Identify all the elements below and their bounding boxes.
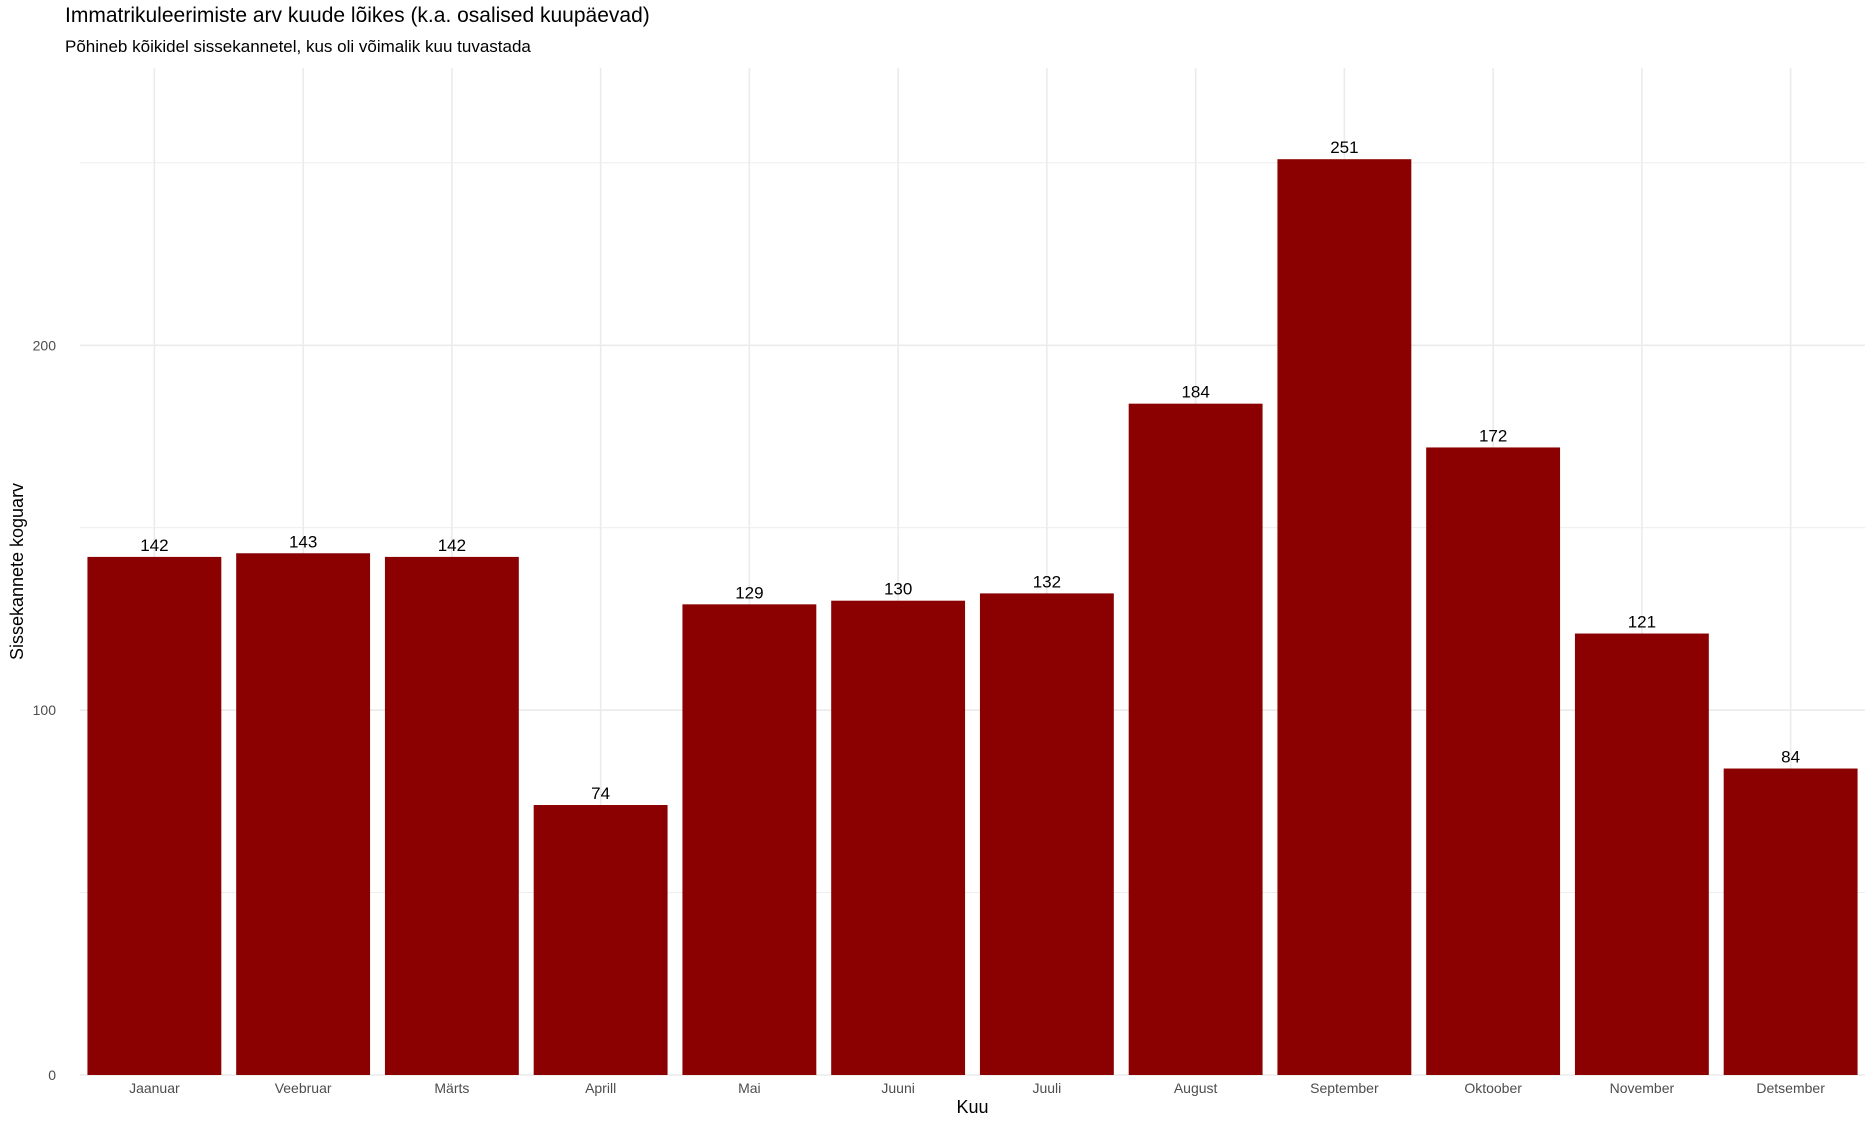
x-tick-label: Detsember	[1756, 1080, 1825, 1096]
value-label: 74	[591, 784, 610, 803]
bar-jaanuar	[87, 556, 222, 1075]
y-tick-labels: 0 100 200	[33, 337, 57, 1083]
value-label: 129	[735, 583, 763, 602]
value-label: 142	[438, 536, 466, 555]
value-label: 184	[1181, 383, 1209, 402]
x-tick-label: Oktoober	[1464, 1080, 1522, 1096]
bar-oktoober	[1426, 447, 1561, 1075]
value-labels: 142 143 142 74 129 130 132 184 251 172 121 84	[140, 138, 1800, 803]
bar-juuli	[979, 593, 1114, 1075]
bar-veebruar	[236, 553, 371, 1075]
bars	[87, 159, 1858, 1076]
x-tick-labels: Jaanuar Veebruar Märts Aprill Mai Juuni Juuli A…	[129, 1080, 1825, 1096]
bar-september	[1277, 159, 1412, 1076]
y-tick-label: 100	[33, 702, 57, 718]
bar-märts	[384, 556, 519, 1075]
x-tick-label: November	[1610, 1080, 1675, 1096]
chart-title: Immatrikuleerimiste arv kuude lõikes (k.…	[65, 4, 650, 27]
chart-subtitle: Põhineb kõikidel sissekannetel, kus oli …	[65, 37, 531, 56]
bar-aprill	[533, 805, 668, 1075]
x-tick-label: September	[1310, 1080, 1379, 1096]
value-label: 142	[140, 536, 168, 555]
value-label: 251	[1330, 138, 1358, 157]
bar-august	[1128, 403, 1263, 1076]
value-label: 130	[884, 580, 912, 599]
bar-mai	[682, 604, 817, 1075]
x-tick-label: August	[1174, 1080, 1218, 1096]
x-tick-label: Veebruar	[275, 1080, 332, 1096]
x-axis-title: Kuu	[956, 1097, 988, 1117]
value-label: 121	[1628, 613, 1656, 632]
x-tick-label: Jaanuar	[129, 1080, 180, 1096]
x-tick-label: Juuni	[881, 1080, 914, 1096]
bar-detsember	[1723, 768, 1858, 1075]
x-tick-label: Juuli	[1032, 1080, 1061, 1096]
x-tick-label: Aprill	[585, 1080, 616, 1096]
y-tick-label: 0	[48, 1067, 56, 1083]
value-label: 132	[1033, 572, 1061, 591]
x-tick-label: Mai	[738, 1080, 761, 1096]
y-axis-title: Sissekannete koguarv	[7, 483, 27, 660]
y-tick-label: 200	[33, 337, 57, 353]
bar-november	[1574, 633, 1709, 1075]
value-label: 172	[1479, 426, 1507, 445]
value-label: 143	[289, 532, 317, 551]
bar-juuni	[831, 600, 966, 1075]
value-label: 84	[1781, 748, 1800, 767]
x-tick-label: Märts	[434, 1080, 469, 1096]
